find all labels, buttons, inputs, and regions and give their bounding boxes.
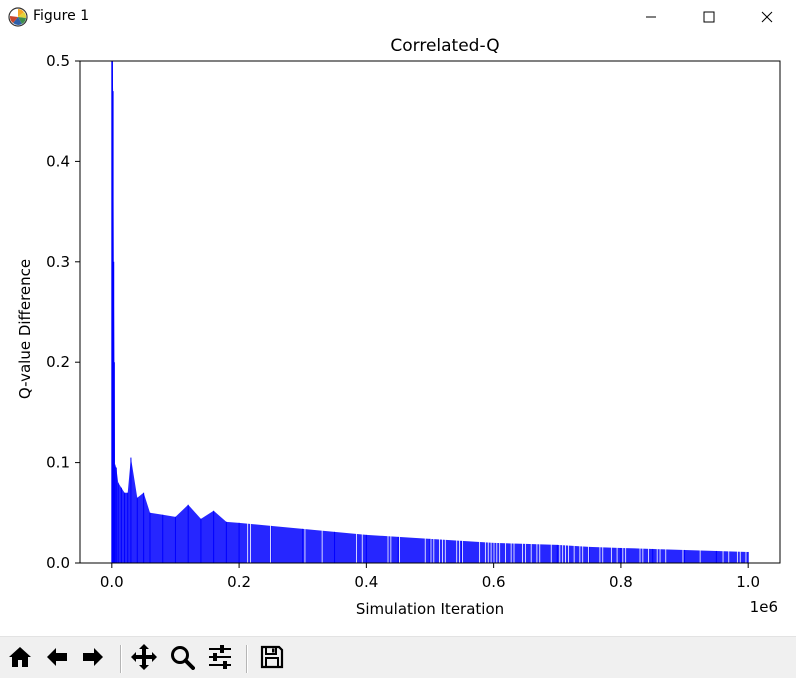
save-button[interactable] bbox=[256, 643, 288, 675]
y-tick-label: 0.0 bbox=[46, 554, 70, 572]
save-icon bbox=[259, 644, 285, 674]
maximize-button[interactable] bbox=[680, 0, 738, 34]
x-tick-label: 0.0 bbox=[100, 573, 124, 591]
pan-button[interactable] bbox=[128, 643, 160, 675]
x-tick-label: 0.6 bbox=[482, 573, 506, 591]
toolbar-separator bbox=[120, 645, 122, 673]
zoom-icon bbox=[169, 644, 195, 674]
matplotlib-icon bbox=[8, 7, 28, 27]
window-title: Figure 1 bbox=[33, 8, 89, 24]
configure-subplots-button[interactable] bbox=[204, 643, 236, 675]
configure-subplots-icon bbox=[206, 643, 234, 675]
forward-arrow-icon bbox=[80, 644, 106, 674]
chart-svg: Correlated-Q Q-value Difference Simulati… bbox=[0, 34, 796, 636]
close-button[interactable] bbox=[738, 0, 796, 34]
forward-button[interactable] bbox=[77, 643, 109, 675]
y-tick-label: 0.2 bbox=[46, 353, 70, 371]
navigation-toolbar bbox=[0, 636, 796, 678]
toolbar-separator bbox=[246, 645, 248, 673]
x-axis-offset-text: 1e6 bbox=[750, 598, 778, 616]
chart-title: Correlated-Q bbox=[390, 36, 499, 56]
bars-group bbox=[112, 61, 748, 563]
x-axis-label: Simulation Iteration bbox=[356, 600, 504, 618]
y-axis-label: Q-value Difference bbox=[16, 259, 34, 399]
x-tick-label: 0.4 bbox=[354, 573, 378, 591]
zoom-button[interactable] bbox=[166, 643, 198, 675]
x-tick-label: 1.0 bbox=[736, 573, 760, 591]
pan-icon bbox=[130, 643, 158, 675]
close-icon bbox=[761, 11, 773, 23]
y-tick-label: 0.5 bbox=[46, 52, 70, 70]
title-bar[interactable]: Figure 1 bbox=[0, 0, 796, 34]
bar-band bbox=[112, 61, 748, 563]
y-tick-label: 0.1 bbox=[46, 454, 70, 472]
minimize-icon bbox=[645, 11, 657, 23]
back-arrow-icon bbox=[44, 644, 70, 674]
y-tick-label: 0.4 bbox=[46, 152, 70, 170]
x-tick-label: 0.2 bbox=[227, 573, 251, 591]
home-icon bbox=[7, 644, 33, 674]
plot-canvas[interactable]: Correlated-Q Q-value Difference Simulati… bbox=[0, 34, 796, 636]
minimize-button[interactable] bbox=[622, 0, 680, 34]
back-button[interactable] bbox=[41, 643, 73, 675]
maximize-icon bbox=[703, 11, 715, 23]
x-tick-label: 0.8 bbox=[609, 573, 633, 591]
axes-frame bbox=[80, 61, 780, 563]
axes-group: 0.0 0.2 0.4 0.6 0.8 1.0 0.0 0.1 0.2 0.3 0.4 0.5 bbox=[46, 52, 760, 591]
y-tick-label: 0.3 bbox=[46, 253, 70, 271]
home-button[interactable] bbox=[4, 643, 36, 675]
